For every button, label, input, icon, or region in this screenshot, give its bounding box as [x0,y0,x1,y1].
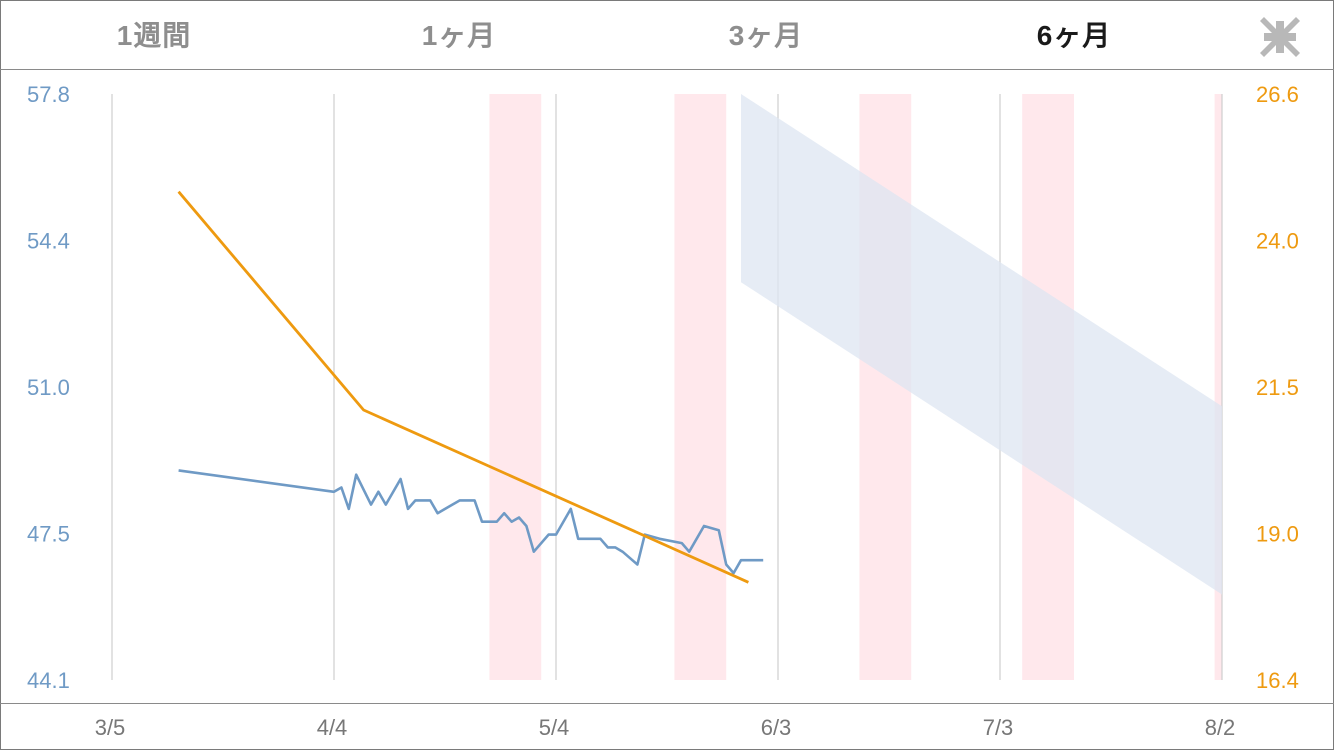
y-left-tick-label: 44.1 [27,668,70,693]
x-tick-label: 6/3 [761,715,792,740]
x-tick-label: 5/4 [539,715,570,740]
period-band [1214,94,1222,680]
collapse-arrows-icon[interactable] [1258,15,1302,59]
axis-separator [0,703,1334,704]
period-band [674,94,727,680]
period-band [489,94,542,680]
tab-6-months[interactable]: 6ヶ月 [1036,20,1112,51]
y-right-tick-label: 21.5 [1256,375,1299,400]
weight-series-line [178,469,764,575]
x-tick-label: 8/2 [1205,715,1236,740]
y-right-tick-label: 24.0 [1256,229,1299,254]
y-right-tick-label: 19.0 [1256,522,1299,547]
bodyfat-series-line [177,190,749,584]
x-tick-label: 7/3 [983,715,1014,740]
x-tick-label: 4/4 [317,715,348,740]
tab-1-week[interactable]: 1週間 [116,20,192,51]
period-tab-bar: 1週間 1ヶ月 3ヶ月 6ヶ月 [0,0,1334,70]
y-left-tick-label: 57.8 [27,82,70,107]
y-right-tick-label: 16.4 [1256,668,1299,693]
target-range-band [741,94,1222,595]
tab-1-month[interactable]: 1ヶ月 [421,20,497,51]
y-left-tick-label: 54.4 [27,229,70,254]
y-right-tick-label: 26.6 [1256,82,1299,107]
y-left-tick-label: 51.0 [27,375,70,400]
tab-3-months[interactable]: 3ヶ月 [728,20,804,51]
y-left-tick-label: 47.5 [27,522,70,547]
x-tick-label: 3/5 [95,715,126,740]
